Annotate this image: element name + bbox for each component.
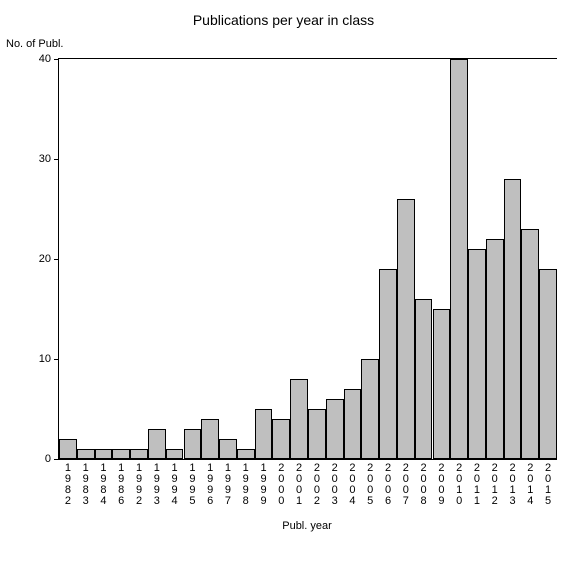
xtick-label: 1992 — [130, 459, 148, 507]
ytick-label: 0 — [45, 453, 59, 465]
x-axis-label: Publ. year — [58, 520, 556, 532]
xtick-label: 2009 — [433, 459, 451, 507]
bar — [344, 389, 362, 459]
bar — [148, 429, 166, 459]
bar — [59, 439, 77, 459]
xtick-label: 2012 — [486, 459, 504, 507]
xtick-label: 2004 — [344, 459, 362, 507]
bar — [237, 449, 255, 459]
bar — [272, 419, 290, 459]
xtick-label: 1998 — [237, 459, 255, 507]
bar — [379, 269, 397, 459]
chart-title: Publications per year in class — [0, 12, 567, 28]
xtick-label: 2008 — [415, 459, 433, 507]
xtick-label: 2002 — [308, 459, 326, 507]
bar — [433, 309, 451, 459]
xtick-label: 1983 — [77, 459, 95, 507]
bar — [77, 449, 95, 459]
bar — [166, 449, 184, 459]
chart-container: Publications per year in class No. of Pu… — [0, 0, 567, 567]
xtick-label: 1995 — [184, 459, 202, 507]
bar — [468, 249, 486, 459]
ytick-label: 10 — [39, 353, 59, 365]
xtick-label: 2014 — [521, 459, 539, 507]
bar — [112, 449, 130, 459]
bar — [504, 179, 522, 459]
xtick-label: 1982 — [59, 459, 77, 507]
xtick-label: 1993 — [148, 459, 166, 507]
xtick-label: 2001 — [290, 459, 308, 507]
bar — [539, 269, 557, 459]
y-axis-label: No. of Publ. — [6, 38, 63, 50]
xtick-label: 2006 — [379, 459, 397, 507]
bar — [361, 359, 379, 459]
bar — [521, 229, 539, 459]
xtick-label: 2015 — [539, 459, 557, 507]
xtick-label: 1994 — [166, 459, 184, 507]
plot-area: 0102030401982198319841986199219931994199… — [58, 58, 557, 460]
xtick-label: 2000 — [272, 459, 290, 507]
xtick-label: 2007 — [397, 459, 415, 507]
bar — [415, 299, 433, 459]
xtick-label: 2013 — [504, 459, 522, 507]
bar — [308, 409, 326, 459]
xtick-label: 1997 — [219, 459, 237, 507]
ytick-label: 40 — [39, 53, 59, 65]
xtick-label: 1999 — [255, 459, 273, 507]
ytick-label: 30 — [39, 153, 59, 165]
xtick-label: 2005 — [361, 459, 379, 507]
xtick-label: 2011 — [468, 459, 486, 507]
ytick-label: 20 — [39, 253, 59, 265]
bar — [450, 59, 468, 459]
bar — [219, 439, 237, 459]
xtick-label: 2003 — [326, 459, 344, 507]
bar — [130, 449, 148, 459]
bar — [486, 239, 504, 459]
bar — [201, 419, 219, 459]
bar — [255, 409, 273, 459]
xtick-label: 1984 — [95, 459, 113, 507]
xtick-label: 1986 — [112, 459, 130, 507]
xtick-label: 1996 — [201, 459, 219, 507]
bar — [397, 199, 415, 459]
xtick-label: 2010 — [450, 459, 468, 507]
bar — [184, 429, 202, 459]
bar — [95, 449, 113, 459]
bar — [326, 399, 344, 459]
bar — [290, 379, 308, 459]
